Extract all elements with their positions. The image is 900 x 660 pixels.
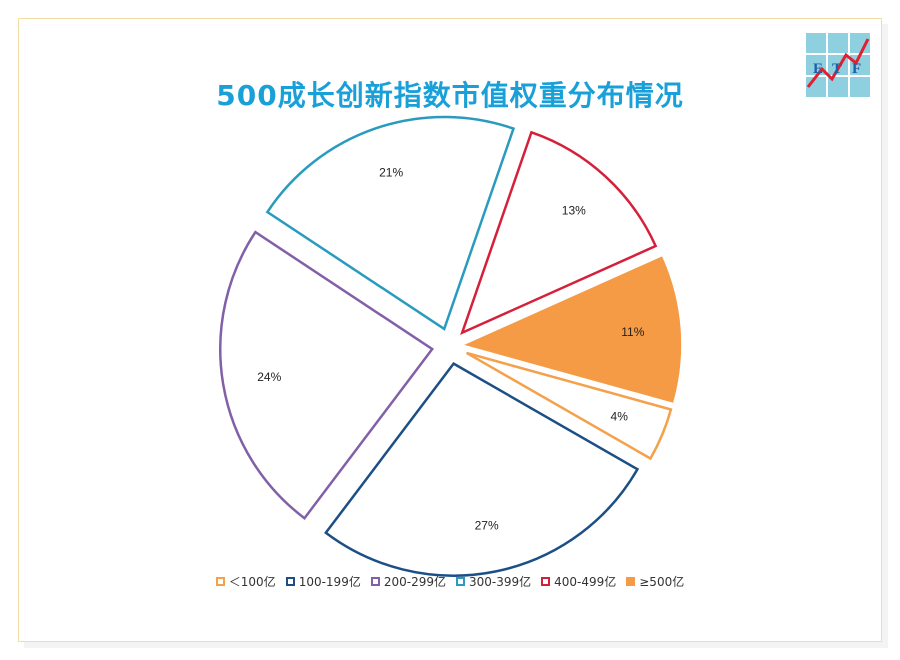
legend-item: 200-299亿: [370, 573, 446, 590]
legend-item: ＜100亿: [215, 573, 276, 590]
legend-item: 100-199亿: [285, 573, 361, 590]
slice-data-label: 11%: [621, 325, 644, 339]
logo-cell: [806, 33, 826, 53]
legend-swatch: [285, 577, 295, 586]
logo-trend-line: [806, 38, 870, 88]
pie-slice: [324, 362, 640, 577]
legend-label: 400-499亿: [554, 575, 617, 589]
legend-label: 300-399亿: [468, 575, 532, 589]
legend-swatch: [455, 577, 465, 586]
legend-label: 200-299亿: [383, 575, 446, 589]
legend-label: ＜100亿: [228, 575, 276, 589]
legend-item: 300-399亿: [455, 573, 532, 590]
legend-swatch: [215, 577, 225, 586]
slice-data-label: 27%: [475, 519, 499, 533]
legend-item: 400-499亿: [541, 573, 616, 590]
logo-cell: [828, 77, 848, 97]
pie-slice: [465, 351, 673, 461]
legend-swatch: [541, 577, 551, 586]
logo-letter-t: T: [832, 61, 842, 77]
logo-letter-f: F: [852, 61, 861, 77]
etf-logo-icon: E T F: [806, 33, 870, 97]
legend-swatch: [370, 577, 380, 586]
slice-data-label: 13%: [562, 204, 586, 218]
legend-item: ≥500亿: [626, 573, 684, 590]
logo-cell: [850, 77, 870, 97]
slice-data-label: 24%: [257, 370, 281, 384]
logo-cell: [828, 33, 848, 53]
slice-data-label: 21%: [379, 165, 403, 179]
logo-cell: [850, 55, 870, 75]
legend-label: 100-199亿: [298, 575, 361, 589]
legend-swatch: [626, 577, 636, 586]
logo-letter-e: E: [813, 61, 823, 77]
legend-label: ≥500亿: [639, 575, 685, 589]
pie-slice: [219, 230, 435, 520]
pie-slice: [460, 130, 658, 336]
pie-slice: [265, 115, 516, 331]
chart-legend: ＜100亿 100-199亿 200-299亿 300-399亿 400-499亿 ≥50…: [0, 573, 900, 590]
chart-title: 500成长创新指数市值权重分布情况: [216, 79, 684, 112]
pie-slice: [464, 256, 682, 403]
slice-data-label: 4%: [611, 410, 629, 424]
